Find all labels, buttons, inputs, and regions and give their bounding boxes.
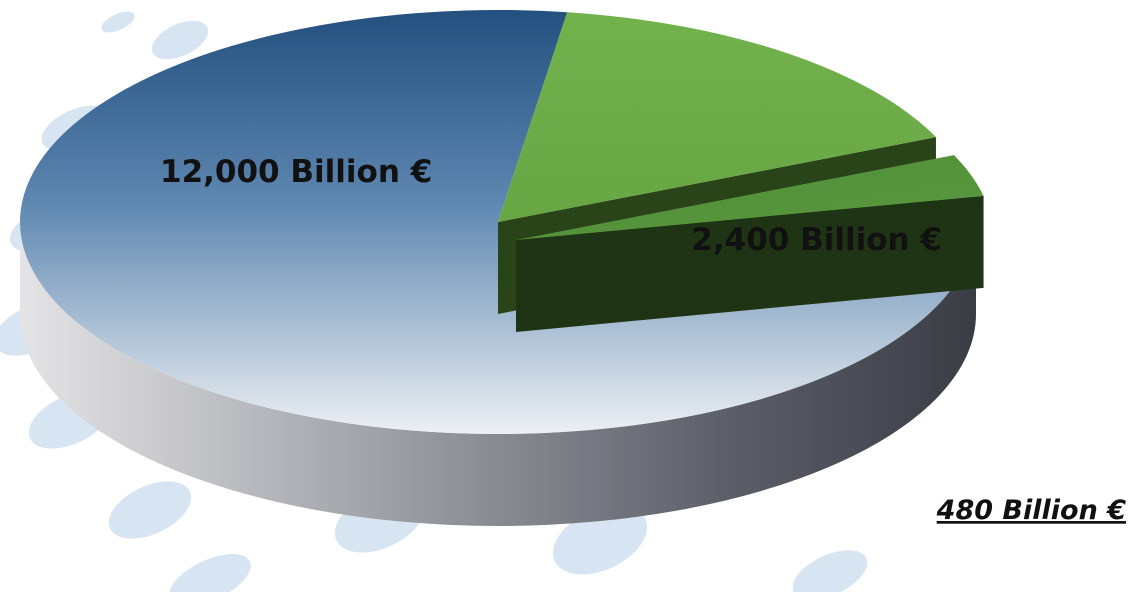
slice-label-1: 12,000 Billion € — [160, 154, 432, 190]
pie-slice-top-3 — [516, 155, 984, 240]
background-dot — [792, 550, 868, 592]
pie-slice-top-2 — [498, 12, 936, 223]
pie-slice-top-1 — [19, 10, 976, 435]
pie-labels: 12,000 Billion € 2,400 Billion € 480 Billi… — [160, 154, 1126, 526]
pie-slice-3 — [516, 155, 984, 332]
pie-slice-1 — [19, 10, 976, 526]
pie-slice-face-3 — [516, 195, 984, 332]
pie-slice-side-1 — [20, 222, 976, 526]
background-dot — [169, 554, 251, 592]
background-dot — [151, 20, 209, 60]
background-dot — [108, 481, 192, 539]
slice-label-2: 2,400 Billion € — [691, 222, 942, 258]
pie-slices — [19, 10, 984, 526]
background-dot — [101, 11, 135, 33]
slice-label-3: 480 Billion € — [936, 495, 1127, 526]
